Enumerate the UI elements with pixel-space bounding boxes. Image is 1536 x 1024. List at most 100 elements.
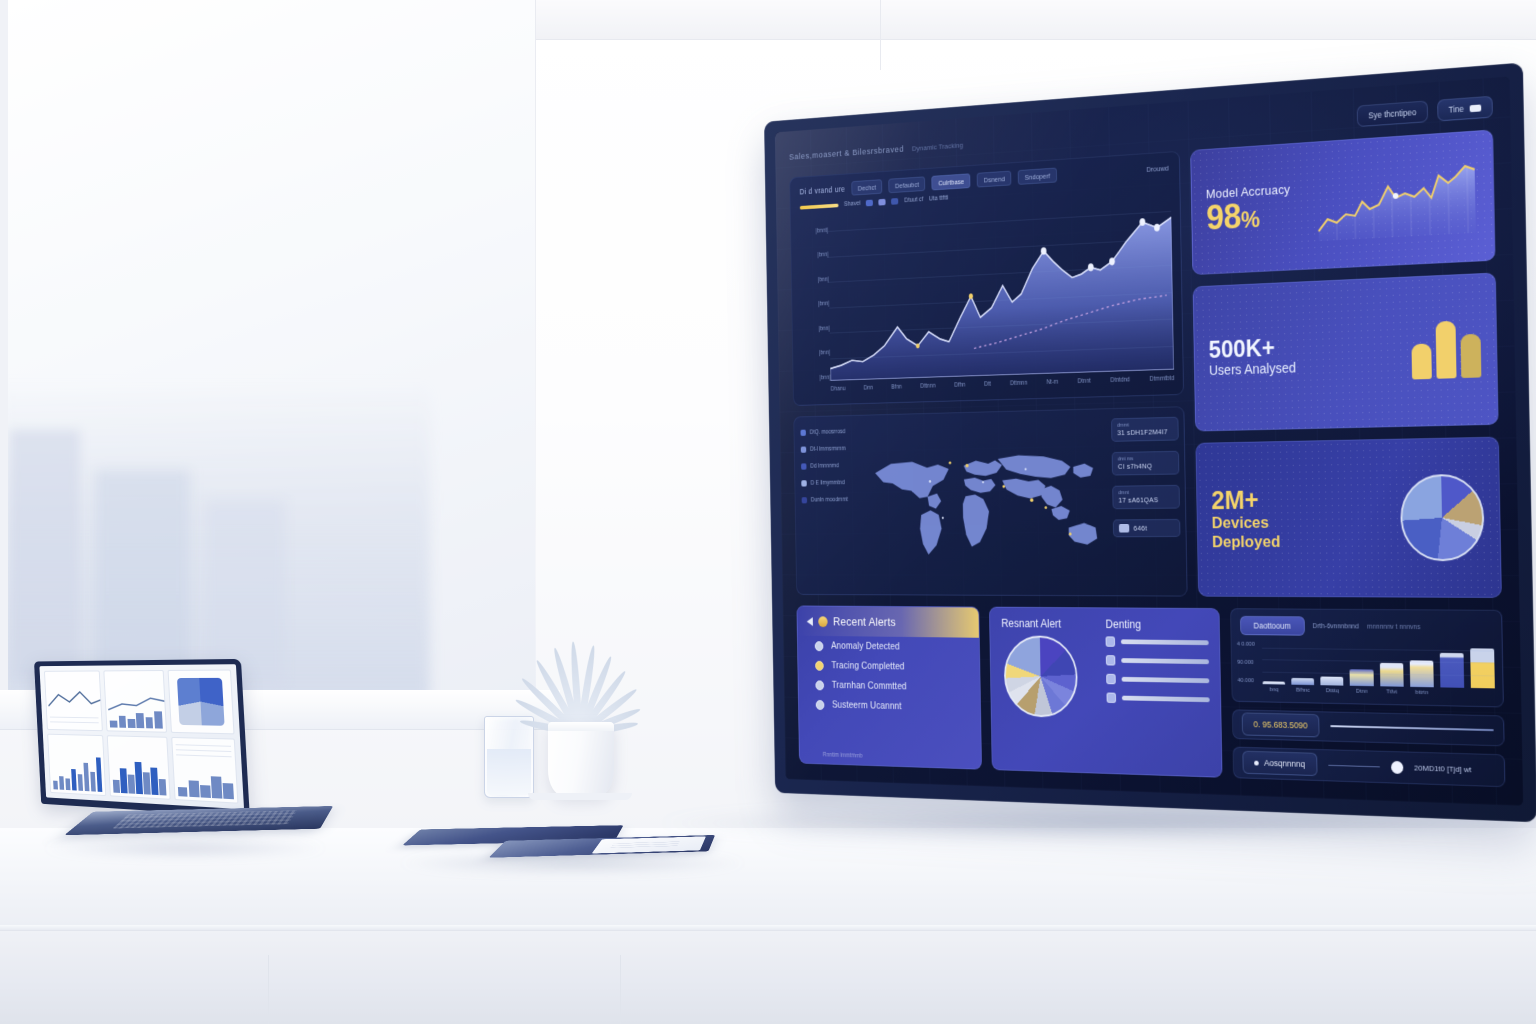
legend-swatch-bar <box>799 203 839 210</box>
list-item[interactable] <box>1105 636 1209 648</box>
chart-y-axis: |bnnt| |bnn| |bnn| |bnn| |bnn| |bnn| |bn… <box>797 227 831 382</box>
laptop <box>18 658 334 860</box>
y-tick: 90.000 <box>1237 659 1254 666</box>
dashboard-bottom-row: Recent Alerts Anomaly Detected Tracing C… <box>796 605 1506 788</box>
drawer-seam <box>620 955 621 1024</box>
pie-chart[interactable] <box>1003 635 1078 718</box>
resnant-alert-panel: Resnant Alert Denting <box>988 606 1223 778</box>
water-glass <box>484 716 534 798</box>
legend-swatch-0 <box>866 199 874 207</box>
dot-icon <box>1254 760 1259 766</box>
y-tick: |bnn| <box>819 374 831 382</box>
kpi-text-block: 2M+ Devices Deployed <box>1211 486 1280 551</box>
topbar-button-2[interactable]: Tine <box>1436 95 1493 122</box>
map-legend-item: DtQ. moosrrosd <box>800 428 861 436</box>
bar-chart-card: Daottooum Drth-6vnnnbnnd mnnnnnv t nnnvn… <box>1230 608 1504 708</box>
y-tick: |bnn| <box>819 349 831 357</box>
map-legend-label: Dunln moodmmt <box>810 496 848 504</box>
chart-chip-4[interactable]: Sndoperf <box>1017 167 1057 185</box>
status-dot-icon <box>815 660 824 671</box>
x-tick: Dtnnt <box>1077 377 1091 385</box>
chart-chip-3[interactable]: Dsnend <box>977 170 1012 188</box>
alert-label: Anomaly Detected <box>830 640 900 653</box>
laptop-bar-card <box>47 733 107 797</box>
y-tick: |bnn| <box>818 300 830 308</box>
kpi-value: 500K+ <box>1208 334 1276 364</box>
chart-chip-2[interactable]: Culrtbase <box>931 173 971 191</box>
kpi-value-number: 98 <box>1205 196 1242 238</box>
metric-track[interactable] <box>1330 725 1494 732</box>
mini-bar-chart <box>176 764 234 800</box>
list-item[interactable] <box>1106 655 1209 667</box>
kpi-card-devices-deployed[interactable]: 2M+ Devices Deployed <box>1195 436 1502 598</box>
map-legend-item: Dd lmnnnmd <box>801 462 862 470</box>
dashboard-brand-subtitle: Dynamic Tracking <box>911 140 964 153</box>
metric-row-1: 0. 95.683.5090 <box>1231 709 1505 746</box>
kpi-subtitle: Users Analysed <box>1208 360 1297 379</box>
kpi-card-model-accuracy[interactable]: Model Accruacy 98% <box>1190 129 1496 275</box>
pot-base <box>528 793 632 800</box>
metric-label-pill[interactable]: Aosqnnnnq <box>1242 750 1318 777</box>
water <box>487 748 531 795</box>
left-column: Di d vrand ure Dechct Defaubct Culrtbase… <box>789 150 1188 597</box>
sparkline-box <box>1314 159 1479 241</box>
x-tick: Dtnn <box>1355 688 1368 695</box>
bars-panel: Daottooum Drth-6vnnnbnnd mnnnnnv t nnnvn… <box>1230 608 1506 788</box>
x-tick: Dtt <box>984 380 992 388</box>
bar-chart-header: Daottooum Drth-6vnnnbnnd mnnnnnv t nnnvn… <box>1231 609 1502 638</box>
laptop-chart-card <box>44 670 104 732</box>
list-item-icon <box>1106 673 1117 685</box>
progress-bar <box>1122 695 1210 703</box>
x-tick: Dtmmtbtd <box>1149 375 1175 383</box>
alert-item[interactable]: Susteerm Ucannnt <box>799 694 980 718</box>
chart-chip-0[interactable]: Dechct <box>851 179 883 196</box>
city-building <box>205 500 285 685</box>
kpi-subtitle-line1: Devices <box>1211 513 1270 533</box>
x-tick: Ttfvt <box>1386 689 1398 696</box>
pie-section: Resnant Alert <box>990 608 1105 773</box>
map-stat-icon <box>1118 523 1130 533</box>
world-map-svg <box>874 454 1098 555</box>
laptop-screen <box>39 664 245 810</box>
laptop-keys <box>111 810 298 829</box>
topbar-spacer <box>971 117 1348 144</box>
x-tick: Bfnn <box>891 383 902 391</box>
x-tick: Dttttq <box>1325 687 1339 694</box>
x-tick: Bfhnc <box>1295 687 1311 694</box>
kpi-bar-icon <box>1411 320 1482 380</box>
chart-chip-1[interactable]: Defaubct <box>888 176 926 194</box>
list-item[interactable] <box>1106 673 1210 686</box>
y-tick: |bnnt| <box>815 227 829 235</box>
kpi-card-users-analysed[interactable]: 500K+ Users Analysed <box>1192 272 1499 432</box>
laptop-pie-card <box>167 669 235 735</box>
window <box>0 0 536 700</box>
metric-label-text: Aosqnnnnq <box>1263 758 1306 770</box>
kpi-column: Model Accruacy 98% <box>1190 129 1502 598</box>
drawer-seam <box>268 955 269 1024</box>
world-map[interactable] <box>863 420 1113 584</box>
alerts-title: Recent Alerts <box>832 614 896 629</box>
list-item[interactable] <box>1106 692 1210 706</box>
bar-chart-y-axis: 4 0.000 90.000 40.000 <box>1237 642 1263 684</box>
toggle-knob-icon[interactable] <box>1390 760 1403 774</box>
bar-chart-label-0: Drth-6vnnnbnnd <box>1312 622 1359 630</box>
metric-value-pill[interactable]: 0. 95.683.5090 <box>1241 712 1320 738</box>
list-panel-title: Denting <box>1105 617 1142 632</box>
mini-line-chart <box>47 686 103 716</box>
pie-icon <box>1399 473 1485 562</box>
bar-chart-tab[interactable]: Daottooum <box>1239 615 1305 636</box>
area-series-primary <box>828 211 1174 381</box>
legend-swatch-2 <box>891 198 899 205</box>
alert-item[interactable]: Anomaly Detected <box>798 636 979 658</box>
map-stat-value: 17 sA61QAS <box>1118 495 1159 505</box>
map-stat-value: 31 sDH1F2M4I7 <box>1117 427 1168 437</box>
map-stats: dmmt 31 sDH1F2M4I7 dmt ms CI s7h4NQ dmnt… <box>1111 416 1181 538</box>
mini-bar-chart <box>52 755 103 792</box>
monitor-display: Sales,moasert & Bilesrsbraved Dynamic Tr… <box>774 76 1524 806</box>
x-tick: Dfhn <box>954 381 966 389</box>
list-section: Denting <box>1102 608 1222 776</box>
legend-label-0: Shavel <box>843 200 861 208</box>
topbar-button-1[interactable]: Sye thcntipeo <box>1356 100 1428 128</box>
back-caret-icon[interactable] <box>806 616 813 626</box>
